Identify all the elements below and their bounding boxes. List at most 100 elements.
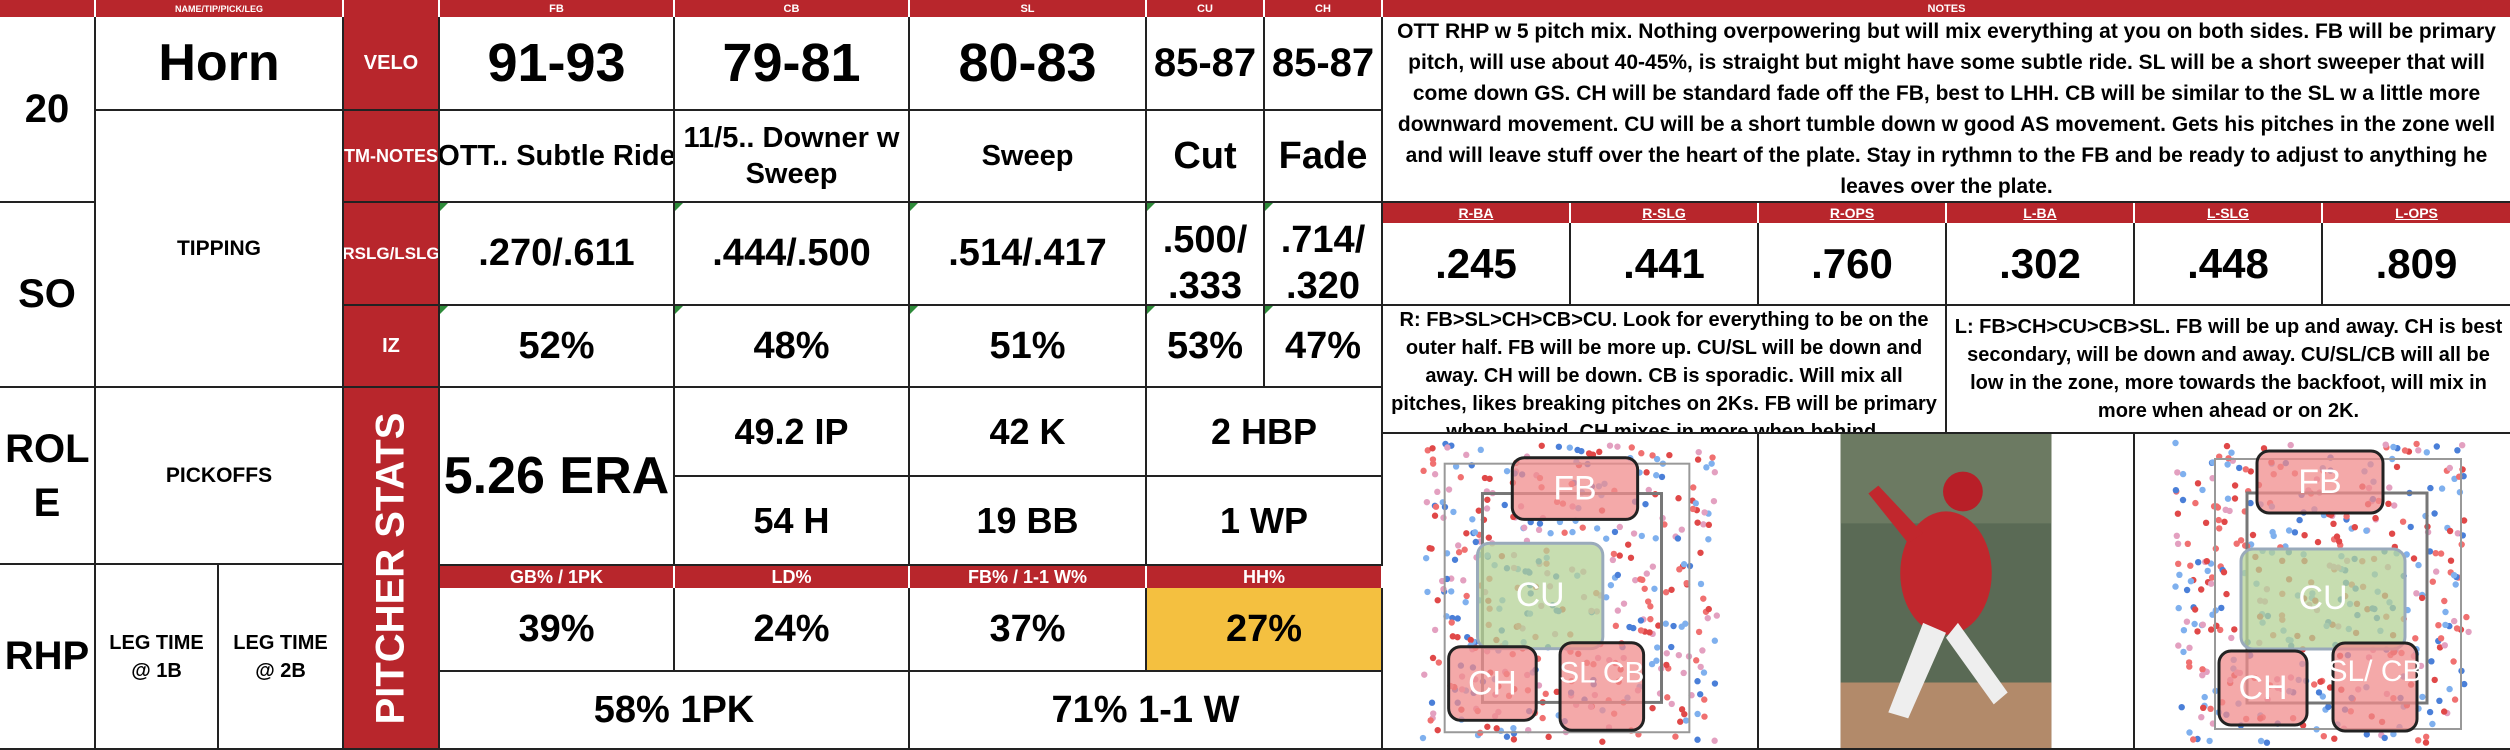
rhh-location-plot: FB CU CH SL CB	[1383, 434, 1759, 750]
pitch-dot	[1649, 563, 1657, 570]
pitch-dot	[2249, 531, 2257, 539]
slg-ch: .714/ .320	[1265, 203, 1383, 306]
pitch-dot	[1435, 659, 1442, 666]
pitch-dot	[1711, 680, 1719, 687]
pitch-dot	[1603, 594, 1610, 601]
pitch-dot	[1455, 542, 1462, 549]
comment-marker-icon	[910, 306, 918, 314]
pitch-dot	[1545, 733, 1552, 741]
tmnote-cb: 11/5.. Downer w Sweep	[675, 111, 910, 203]
pitch-dot	[1620, 600, 1628, 607]
pitch-dot	[2222, 506, 2229, 513]
pitch-dot	[2451, 696, 2459, 703]
pitch-dot	[2385, 500, 2392, 507]
pitch-dot	[1561, 529, 1568, 536]
pitch-dot	[1668, 643, 1675, 651]
pitch-dot	[2194, 480, 2202, 487]
header-cu: CU	[1147, 0, 1265, 17]
pitch-dot	[1701, 696, 1708, 703]
pitch-dot	[1610, 550, 1618, 558]
pitch-dot	[1695, 448, 1702, 456]
rate-1pk: 58% 1PK	[440, 672, 910, 750]
velo-cu: 85-87	[1147, 17, 1265, 111]
iz-fb: 52%	[440, 306, 675, 388]
pitch-dot	[1694, 736, 1701, 743]
pitch-dot	[1423, 498, 1431, 506]
pitch-dot	[2207, 705, 2214, 712]
pitch-dot	[1440, 585, 1447, 593]
pitch-dot	[2291, 529, 2299, 536]
pitch-dot	[1431, 471, 1439, 478]
pitch-dot	[1483, 505, 1491, 512]
pitch-dot	[2446, 527, 2454, 535]
pitch-dot	[2208, 580, 2215, 587]
pitch-dot	[1641, 585, 1648, 592]
pitch-dot	[1701, 509, 1708, 516]
pitch-dot	[2399, 518, 2407, 525]
pitch-dot	[1677, 718, 1684, 725]
pitch-dot	[1510, 736, 1518, 743]
header-notes: NOTES	[1383, 0, 2510, 17]
pitch-dot	[1642, 500, 1649, 508]
pitch-dot	[1472, 538, 1479, 546]
pitch-dot	[1454, 615, 1461, 622]
pitch-dot	[2437, 635, 2445, 642]
pitch-dot	[1429, 456, 1437, 463]
pitch-dot	[1542, 690, 1549, 698]
header-name: NAME/TIP/PICK/LEG	[96, 0, 344, 17]
pitch-dot	[1704, 614, 1711, 622]
pitch-dot	[1628, 444, 1635, 451]
comment-marker-icon	[675, 306, 683, 314]
pitch-dot	[2233, 540, 2240, 547]
pitch-dot	[2186, 663, 2193, 670]
pitch-dot	[1705, 521, 1713, 529]
pitch-dot	[1603, 535, 1610, 542]
pitch-dot	[2172, 439, 2179, 447]
velo-ch: 85-87	[1265, 17, 1383, 111]
pitch-dot	[2461, 680, 2468, 688]
rhh-plot-svg: FB CU CH SL CB	[1419, 440, 1720, 745]
pitch-dot	[2441, 642, 2448, 649]
pitch-dot	[1457, 474, 1464, 481]
slg-fb: .270/.611	[440, 203, 675, 306]
pitch-dot	[1477, 446, 1484, 454]
pitch-dot	[1484, 723, 1491, 730]
pitch-dot	[2237, 537, 2245, 544]
pitch-dot	[1461, 546, 1468, 553]
pitch-dot	[1428, 699, 1436, 706]
hand-label: RHP	[0, 565, 96, 750]
stat-hbp: 2 HBP	[1147, 388, 1383, 477]
pitch-dot	[1682, 717, 1690, 724]
pitch-dot	[2173, 532, 2180, 539]
pitch-dot	[1574, 446, 1581, 454]
pitch-dot	[2218, 604, 2225, 612]
pitch-dot	[2231, 482, 2239, 489]
pitch-dot	[1538, 442, 1545, 449]
pitch-dot	[2436, 644, 2444, 651]
header-blank-2	[344, 0, 440, 17]
pitch-dot	[1637, 627, 1645, 634]
pitch-dot	[1638, 450, 1645, 457]
pitch-dot	[2381, 734, 2388, 742]
pitch-dot	[1485, 534, 1493, 541]
pitch-dot	[1585, 450, 1593, 457]
leg-time-1b: LEG TIME @ 1B	[96, 565, 219, 750]
pitch-dot	[2223, 442, 2231, 450]
photo-pitcher-leg-left	[1888, 622, 1946, 719]
pitch-dot	[2410, 555, 2418, 562]
rhh-ch-zone-label: CH	[1468, 664, 1517, 702]
pitch-dot	[2192, 499, 2199, 507]
lhh-cu-zone	[2239, 547, 2407, 651]
pitch-dot	[2183, 586, 2191, 594]
pitch-dot	[1503, 467, 1511, 475]
pitch-dot	[2401, 447, 2409, 454]
pitch-dot	[1627, 554, 1635, 561]
pitch-dot	[2433, 568, 2440, 575]
pitch-dot	[2456, 489, 2464, 496]
pitch-dot	[1606, 442, 1614, 449]
comment-marker-icon	[1147, 203, 1155, 211]
comment-marker-icon	[675, 203, 683, 211]
pitch-dot	[2429, 720, 2436, 728]
pitch-dot	[1445, 486, 1453, 493]
pitch-dot	[2382, 441, 2389, 448]
